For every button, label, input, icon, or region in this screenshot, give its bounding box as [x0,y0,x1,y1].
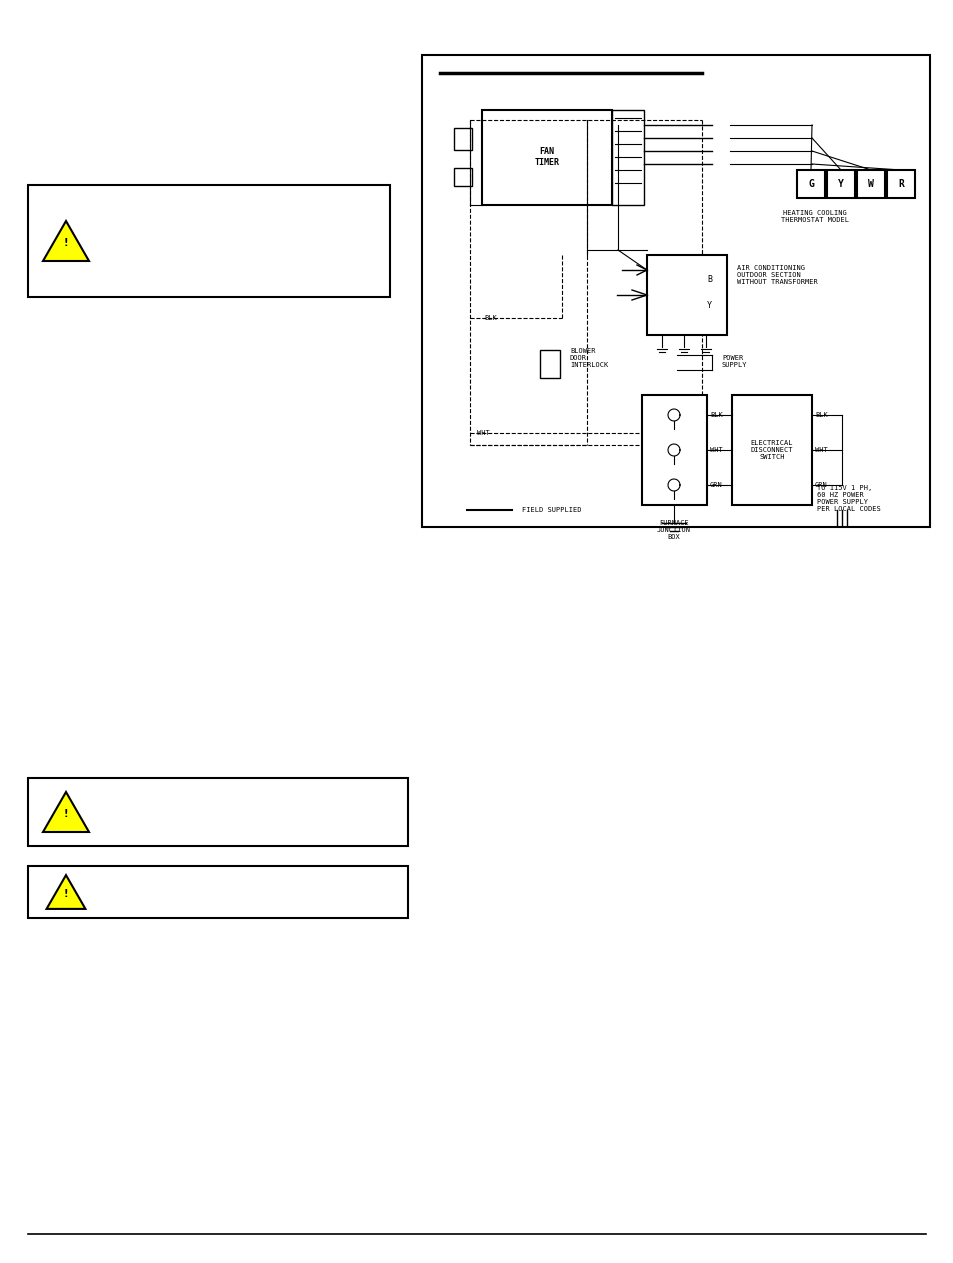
Text: R: R [897,179,903,189]
Text: BLK: BLK [709,412,722,418]
Text: GRN: GRN [814,482,827,488]
Text: HEATING COOLING
THERMOSTAT MODEL: HEATING COOLING THERMOSTAT MODEL [781,210,848,224]
Text: W: W [867,179,873,189]
Bar [731,395,811,505]
Text: AIR CONDITIONING
OUTDOOR SECTION
WITHOUT TRANSFORMER: AIR CONDITIONING OUTDOOR SECTION WITHOUT… [737,265,817,285]
Bar [539,350,559,378]
Text: BLOWER
DOOR
INTERLOCK: BLOWER DOOR INTERLOCK [569,349,608,368]
Bar [481,110,612,205]
Text: !: ! [64,237,69,248]
Bar [28,866,408,918]
Text: BLK: BLK [483,314,497,321]
Polygon shape [43,221,89,261]
Bar [454,168,472,186]
Bar [886,171,914,198]
Bar [612,110,643,205]
Polygon shape [47,875,86,909]
Bar [28,184,390,297]
Bar [796,171,824,198]
Bar [454,128,472,150]
Text: FURNACE
JUNCTION
BOX: FURNACE JUNCTION BOX [657,520,690,541]
Text: GRN: GRN [709,482,722,488]
Text: B: B [706,275,711,284]
Text: WHT: WHT [709,447,722,453]
Bar [28,778,408,846]
Bar [421,56,929,527]
Text: TO 115V 1 PH,
60 HZ POWER
POWER SUPPLY
PER LOCAL CODES: TO 115V 1 PH, 60 HZ POWER POWER SUPPLY P… [816,485,880,512]
Text: POWER
SUPPLY: POWER SUPPLY [721,355,747,369]
Text: G: G [807,179,813,189]
Text: WHT: WHT [814,447,827,453]
Polygon shape [43,792,89,832]
Text: !: ! [64,810,69,818]
Bar [856,171,884,198]
Bar [641,395,706,505]
Text: Y: Y [837,179,843,189]
Text: BLK: BLK [814,412,827,418]
Text: FIELD SUPPLIED: FIELD SUPPLIED [521,506,581,513]
Text: ELECTRICAL
DISCONNECT
SWITCH: ELECTRICAL DISCONNECT SWITCH [750,440,792,460]
Text: Y: Y [706,301,711,309]
Text: FAN
TIMER: FAN TIMER [534,148,558,167]
Bar [646,255,726,335]
Bar [826,171,854,198]
Text: !: ! [64,889,69,899]
Text: WHT: WHT [476,429,489,436]
